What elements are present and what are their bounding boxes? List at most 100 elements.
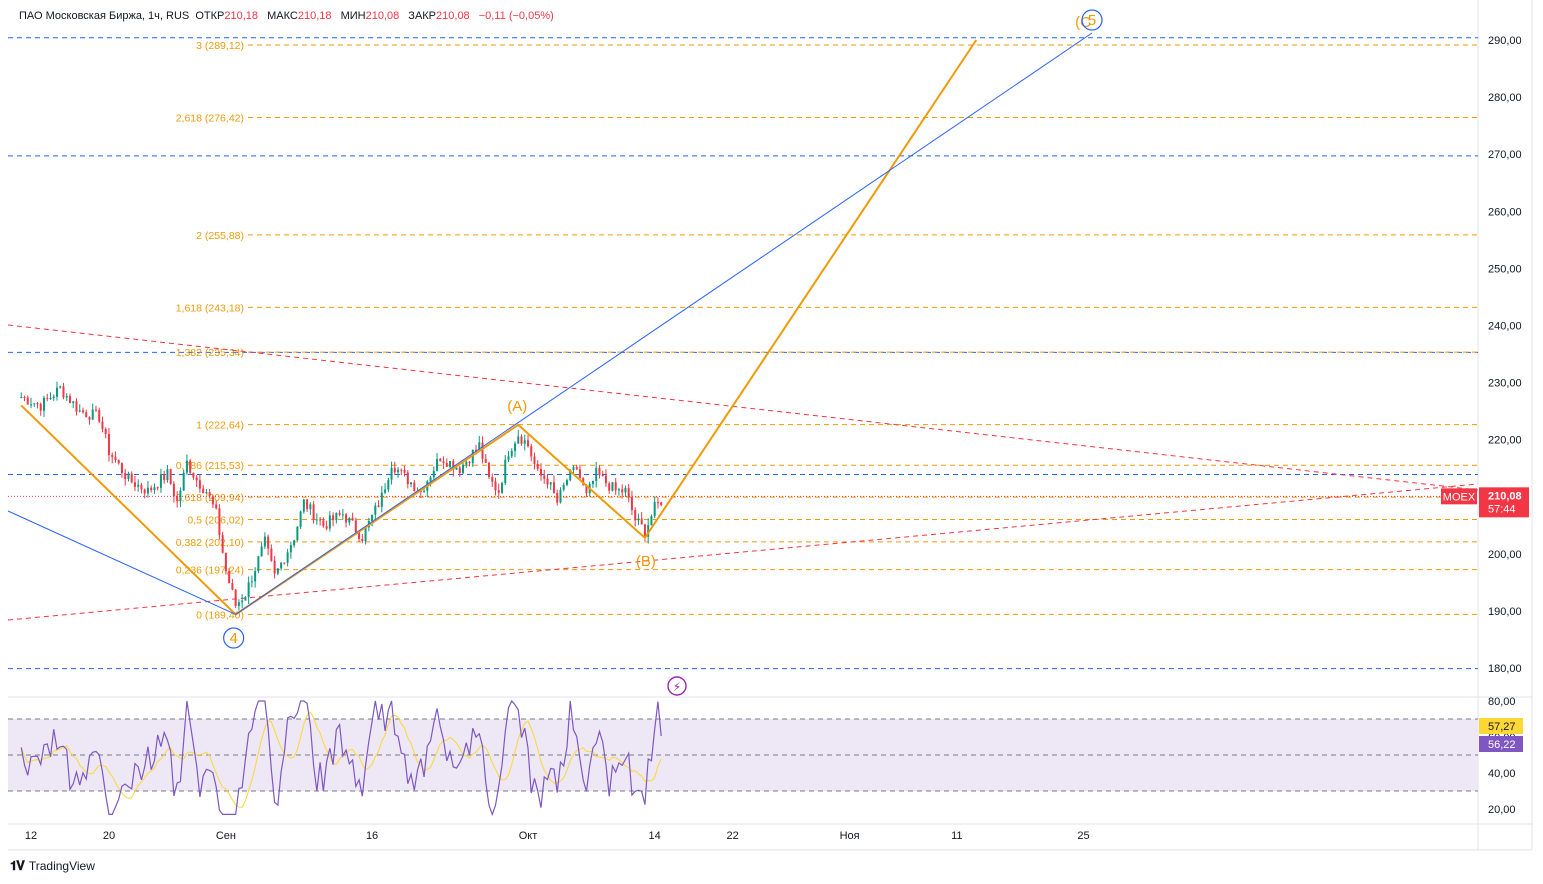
candle-body bbox=[211, 496, 214, 505]
time-tick-label: Окт bbox=[519, 830, 538, 842]
candle-body bbox=[643, 524, 646, 537]
candle-body bbox=[380, 492, 383, 507]
candle-body bbox=[280, 562, 283, 569]
fib-level-label: 3 (289,12) bbox=[196, 40, 244, 52]
candle-body bbox=[20, 396, 23, 398]
candle-body bbox=[598, 467, 601, 476]
candle-body bbox=[104, 428, 107, 434]
candle-body bbox=[617, 489, 620, 491]
candle-body bbox=[575, 467, 578, 470]
candle-body bbox=[413, 482, 416, 492]
wave-4-label: 4 bbox=[229, 630, 237, 647]
candle-body bbox=[523, 440, 526, 444]
candle-body bbox=[565, 480, 568, 486]
candle-body bbox=[562, 485, 565, 490]
candle-body bbox=[59, 386, 62, 388]
candle-body bbox=[419, 491, 422, 493]
candle-body bbox=[231, 583, 234, 590]
candle-body bbox=[501, 483, 504, 493]
candle-body bbox=[140, 484, 143, 490]
time-tick-label: 14 bbox=[649, 830, 661, 842]
time-tick-label: Сен bbox=[216, 830, 236, 842]
fib-level-label: 0,5 (206,02) bbox=[187, 515, 244, 527]
candle-body bbox=[273, 560, 276, 574]
candle-body bbox=[153, 487, 156, 491]
candle-body bbox=[117, 460, 120, 464]
candle-body bbox=[30, 404, 32, 406]
symbol-tag-bg bbox=[1441, 488, 1477, 505]
candle-body bbox=[397, 469, 400, 473]
symbol-title[interactable]: ПАО Московская Биржа, 1ч, RUS bbox=[19, 10, 190, 22]
candle-body bbox=[582, 477, 585, 485]
candle-body bbox=[72, 401, 75, 404]
wave-a-label: (A) bbox=[507, 398, 527, 415]
candle-body bbox=[514, 443, 517, 451]
candle-body bbox=[166, 469, 169, 481]
rsi-line bbox=[20, 699, 662, 817]
candle-body bbox=[312, 504, 315, 521]
time-tick-label: 11 bbox=[951, 830, 962, 842]
candle-body bbox=[335, 513, 338, 521]
candle-body bbox=[91, 409, 94, 420]
candle-body bbox=[42, 397, 45, 411]
wave-labels: 4 (A) (B) (C5 ⚡ bbox=[223, 9, 1103, 696]
candle-body bbox=[276, 568, 279, 574]
price-tick-label: 290,00 bbox=[1488, 35, 1522, 47]
candle-body bbox=[237, 602, 240, 606]
high-label: МАКС bbox=[267, 10, 298, 22]
candle-body bbox=[348, 517, 351, 523]
symbol-tag: MOEX bbox=[1443, 491, 1476, 503]
candle-body bbox=[604, 475, 607, 484]
price-tick-label: 250,00 bbox=[1488, 263, 1522, 275]
open-value: 210,18 bbox=[224, 10, 259, 22]
candle-body bbox=[172, 483, 175, 497]
candle-body bbox=[182, 472, 185, 491]
candle-body bbox=[120, 463, 123, 473]
candle-body bbox=[65, 395, 68, 398]
candle-body bbox=[559, 489, 562, 503]
candle-body bbox=[510, 450, 513, 457]
candle-body bbox=[533, 456, 536, 464]
candle-body bbox=[595, 467, 598, 482]
candle-body bbox=[156, 487, 159, 489]
candle-body bbox=[302, 499, 305, 512]
candle-body bbox=[101, 421, 104, 429]
candle-body bbox=[263, 536, 266, 547]
rsi-tick-label: 20,00 bbox=[1488, 804, 1516, 816]
candle-body bbox=[23, 396, 26, 398]
candle-body bbox=[94, 409, 97, 411]
candle-body bbox=[601, 475, 604, 477]
candle-body bbox=[234, 589, 237, 606]
elliott-wave-line bbox=[20, 39, 978, 616]
candle-body bbox=[169, 469, 172, 484]
candle-body bbox=[507, 456, 510, 460]
candle-body bbox=[410, 482, 413, 485]
candle-body bbox=[114, 456, 117, 461]
candle-body bbox=[569, 469, 572, 481]
candle-body bbox=[429, 477, 432, 482]
price-tick-label: 190,00 bbox=[1488, 606, 1522, 618]
low-label: МИН bbox=[340, 10, 366, 22]
price-tick-label: 270,00 bbox=[1488, 149, 1522, 161]
candle-body bbox=[185, 460, 188, 473]
price-tag-bg bbox=[1479, 487, 1529, 518]
candle-body bbox=[432, 470, 435, 478]
fib-level-label: 2 (255,88) bbox=[196, 230, 244, 242]
tradingview-footer[interactable]: 𝟏𝐕 TradingView bbox=[10, 858, 95, 874]
candle-body bbox=[293, 540, 296, 546]
candle-body bbox=[591, 481, 594, 484]
candle-body bbox=[322, 520, 325, 527]
candle-body bbox=[390, 467, 393, 480]
candle-body bbox=[546, 478, 549, 485]
candle-body bbox=[468, 461, 471, 464]
candle-body bbox=[543, 475, 546, 479]
rsi-ma-tag: 57,27 bbox=[1488, 721, 1516, 733]
candle-body bbox=[364, 527, 367, 542]
candle-body bbox=[52, 396, 55, 398]
wave-c-label: (C bbox=[1075, 14, 1091, 31]
rsi-tick-label: 80,00 bbox=[1488, 696, 1516, 708]
candle-body bbox=[552, 482, 555, 493]
price-tick-label: 220,00 bbox=[1488, 435, 1522, 447]
